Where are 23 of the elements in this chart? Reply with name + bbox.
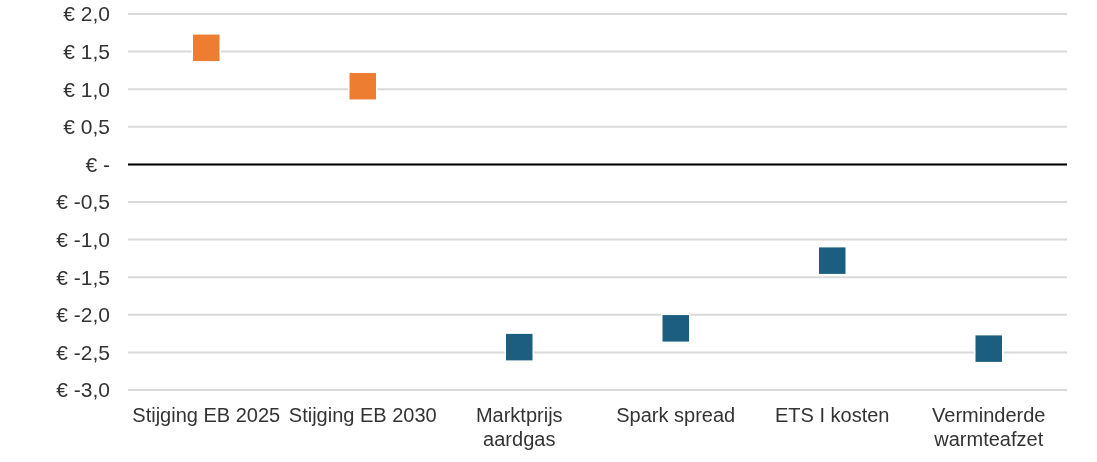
x-tick-label: Verminderde warmteafzet xyxy=(932,404,1046,450)
point xyxy=(191,33,221,63)
y-tick-label: € -2,5 xyxy=(56,340,110,364)
y-tick-label: € -1,5 xyxy=(56,265,110,289)
point xyxy=(661,313,691,344)
y-tick-label: € 1,0 xyxy=(63,77,110,101)
x-tick-label: Stijging EB 2025 xyxy=(132,404,281,426)
x-tick-label: Spark spread xyxy=(616,404,736,426)
y-tick-label: € -1,0 xyxy=(56,227,110,251)
point xyxy=(504,332,534,362)
point xyxy=(348,71,378,101)
x-tick-label: ETS I kosten xyxy=(775,404,890,426)
y-tick-label: € -3,0 xyxy=(56,378,110,402)
x-tick-label: Stijging EB 2030 xyxy=(288,404,437,426)
y-tick-label: € - xyxy=(85,152,110,176)
y-tick-label: € 1,5 xyxy=(63,39,110,63)
y-tick-label: € 0,5 xyxy=(63,115,110,139)
point xyxy=(974,333,1004,364)
y-tick-label: € -2,0 xyxy=(56,303,110,327)
y-tick-label: € -0,5 xyxy=(56,190,110,214)
point xyxy=(817,245,847,276)
x-tick-label: Marktprijs aardgas xyxy=(475,404,563,450)
y-tick-label: € 2,0 xyxy=(63,2,110,26)
